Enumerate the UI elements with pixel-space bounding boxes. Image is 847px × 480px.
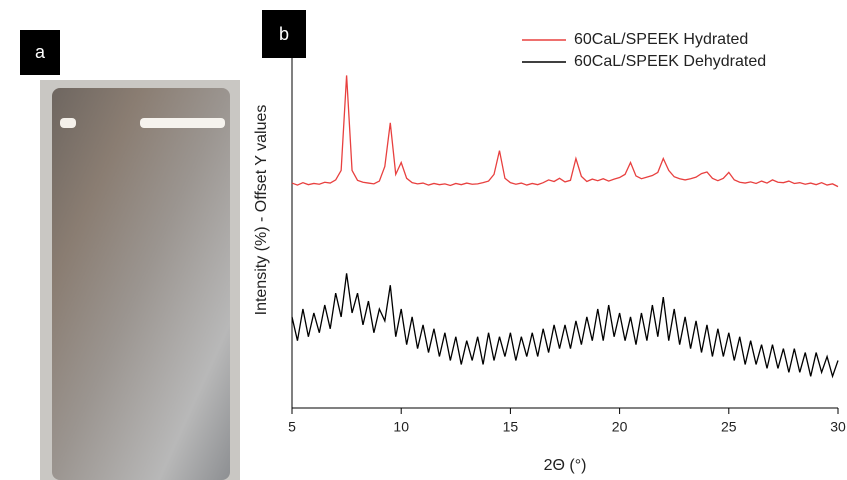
- panel-label-box: [262, 10, 306, 58]
- series-line: [291, 273, 839, 379]
- series-line: [291, 75, 839, 188]
- glare: [60, 118, 76, 128]
- x-tick-label: 5: [288, 419, 296, 435]
- x-tick-label: 15: [503, 419, 519, 435]
- panel-label: b: [279, 24, 289, 44]
- x-tick-label: 20: [612, 419, 628, 435]
- panel-label-box: [20, 30, 60, 75]
- x-axis-label: 2Θ (°): [544, 457, 587, 474]
- membrane: [52, 88, 230, 480]
- y-axis-label: Intensity (%) - Offset Y values: [253, 105, 270, 316]
- x-tick-label: 25: [721, 419, 737, 435]
- glare: [140, 118, 225, 128]
- photo-panel: a: [20, 30, 240, 480]
- legend-label: 60CaL/SPEEK Dehydrated: [574, 53, 766, 70]
- x-tick-label: 10: [393, 419, 409, 435]
- x-tick-label: 30: [830, 419, 846, 435]
- panel-label: a: [35, 42, 46, 62]
- legend-label: 60CaL/SPEEK Hydrated: [574, 31, 748, 48]
